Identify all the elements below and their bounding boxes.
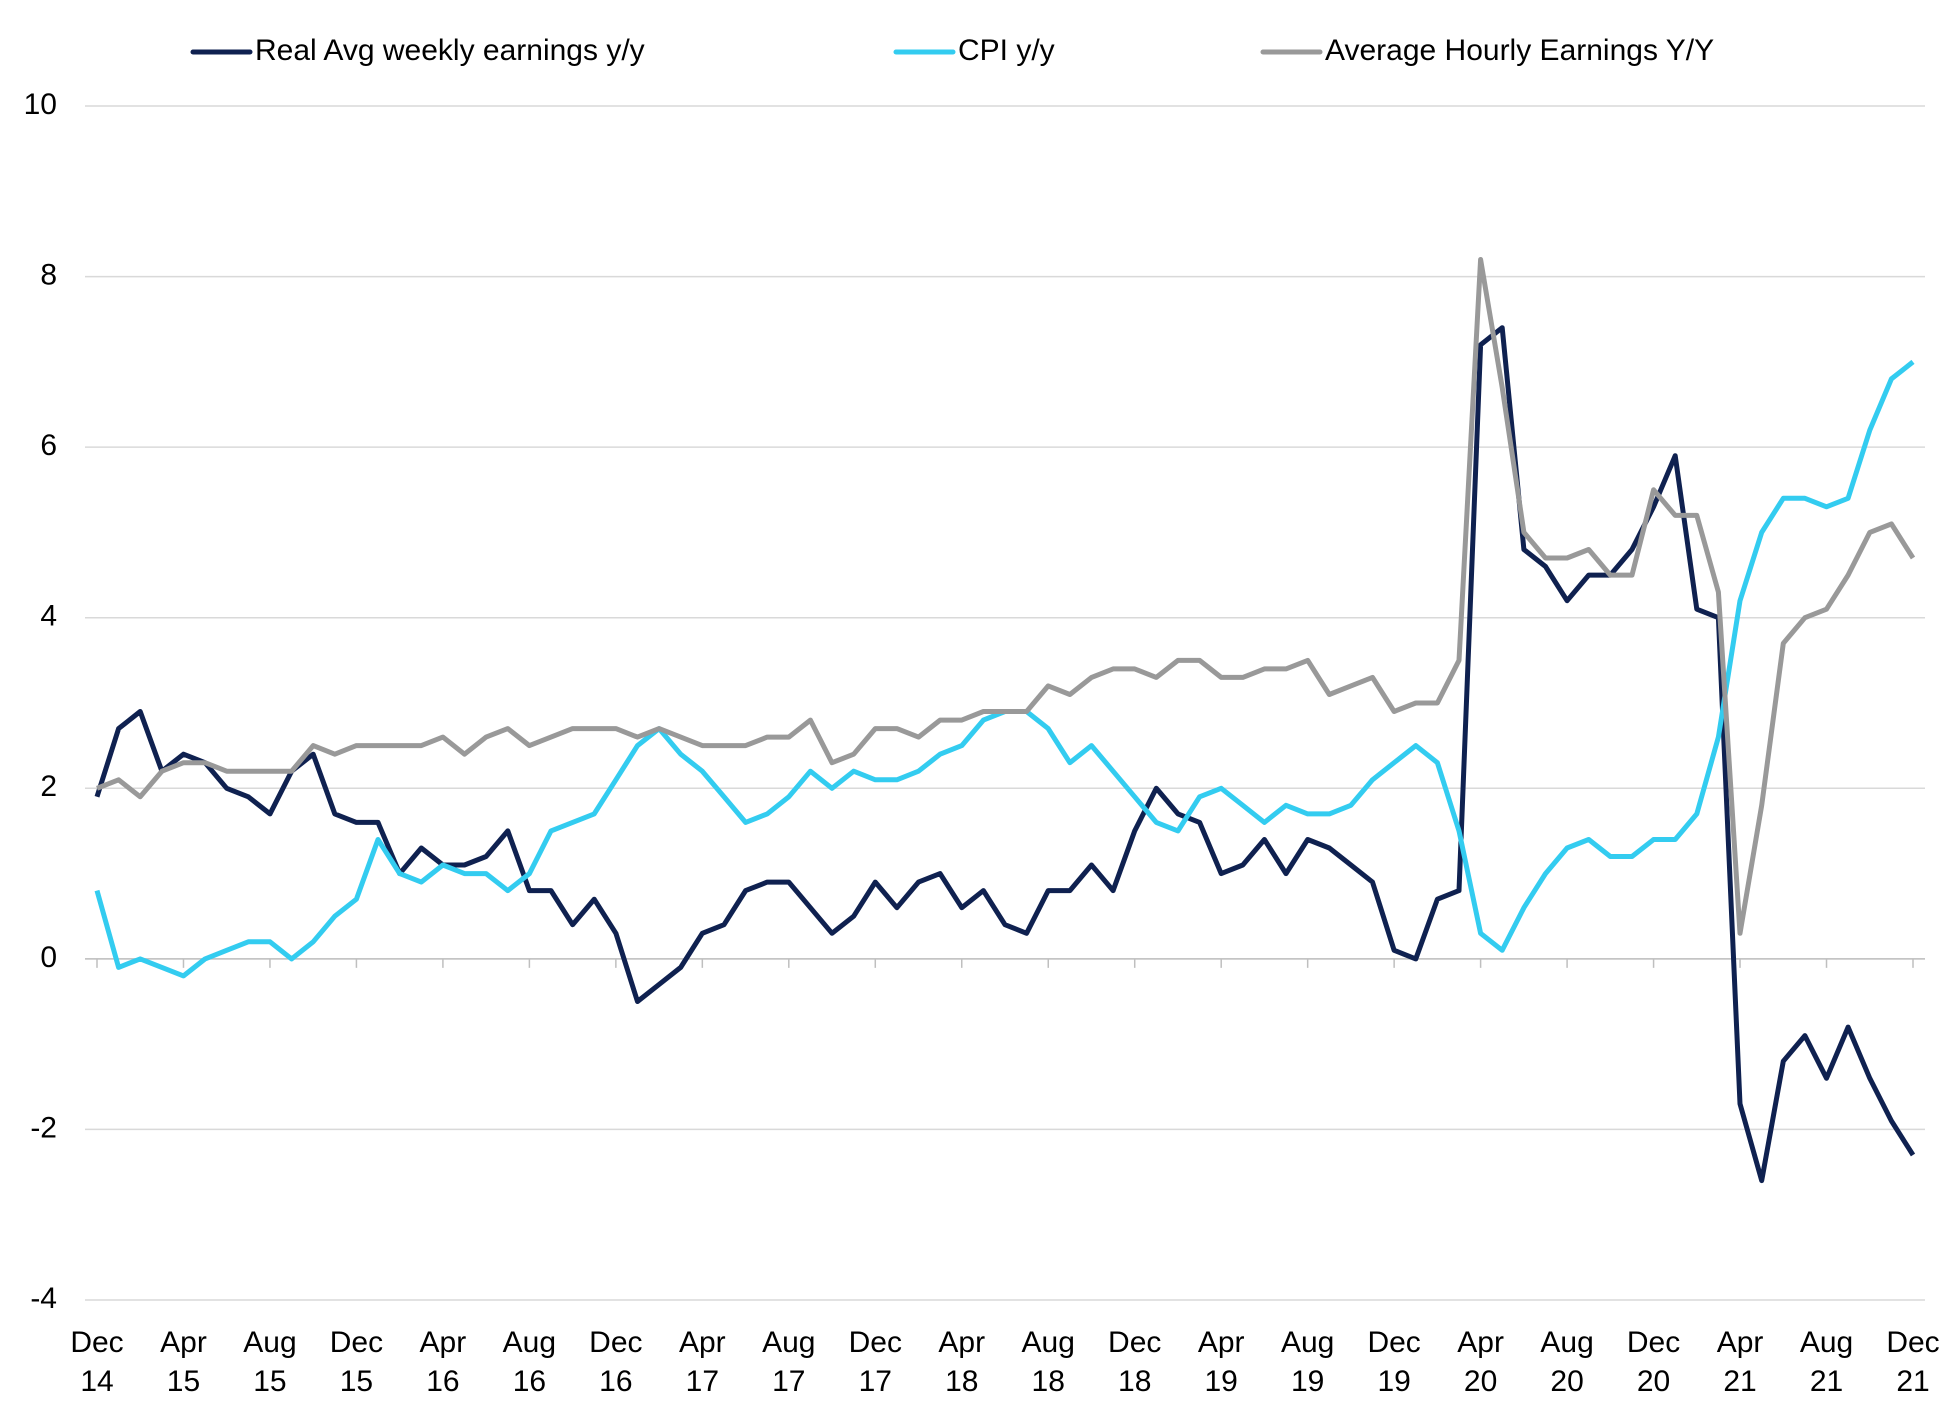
x-tick-label: Apr 20 xyxy=(1457,1326,1504,1398)
series-line xyxy=(94,359,1915,979)
x-tick-label: Aug 19 xyxy=(1281,1326,1334,1398)
series-line xyxy=(94,325,1916,1184)
x-tick-label: Aug 16 xyxy=(503,1326,556,1398)
x-tick-label: Apr 18 xyxy=(938,1326,985,1398)
x-tick-label: Apr 19 xyxy=(1198,1326,1245,1398)
x-tick-label: Aug 21 xyxy=(1800,1326,1853,1398)
x-tick-label: Dec 17 xyxy=(849,1326,902,1398)
y-tick-label: 10 xyxy=(24,88,57,121)
legend-label: Real Avg weekly earnings y/y xyxy=(255,34,645,67)
x-tick-label: Dec 14 xyxy=(70,1326,123,1398)
y-tick-label: 8 xyxy=(40,258,57,291)
x-tick-label: Aug 17 xyxy=(762,1326,815,1398)
x-tick-label: Dec 19 xyxy=(1367,1326,1420,1398)
x-tick-label: Dec 15 xyxy=(330,1326,383,1398)
x-tick-label: Apr 17 xyxy=(679,1326,726,1398)
y-tick-label: 2 xyxy=(40,770,57,803)
x-tick-label: Apr 16 xyxy=(420,1326,467,1398)
y-tick-label: -2 xyxy=(30,1111,57,1144)
x-tick-label: Dec 16 xyxy=(589,1326,642,1398)
y-tick-label: 4 xyxy=(40,600,57,633)
legend-label: Average Hourly Earnings Y/Y xyxy=(1325,34,1714,67)
x-tick-label: Apr 21 xyxy=(1717,1326,1764,1398)
y-tick-label: 0 xyxy=(40,941,57,974)
x-tick-label: Aug 18 xyxy=(1022,1326,1075,1398)
x-tick-label: Dec 20 xyxy=(1627,1326,1680,1398)
x-tick-label: Aug 20 xyxy=(1540,1326,1593,1398)
legend-label: CPI y/y xyxy=(958,34,1055,67)
x-tick-label: Dec 21 xyxy=(1886,1326,1939,1398)
y-tick-label: 6 xyxy=(40,429,57,462)
x-tick-label: Apr 15 xyxy=(160,1326,207,1398)
x-tick-label: Dec 18 xyxy=(1108,1326,1161,1398)
x-tick-label: Aug 15 xyxy=(243,1326,296,1398)
y-tick-label: -4 xyxy=(30,1282,57,1315)
series-line xyxy=(96,257,1916,936)
